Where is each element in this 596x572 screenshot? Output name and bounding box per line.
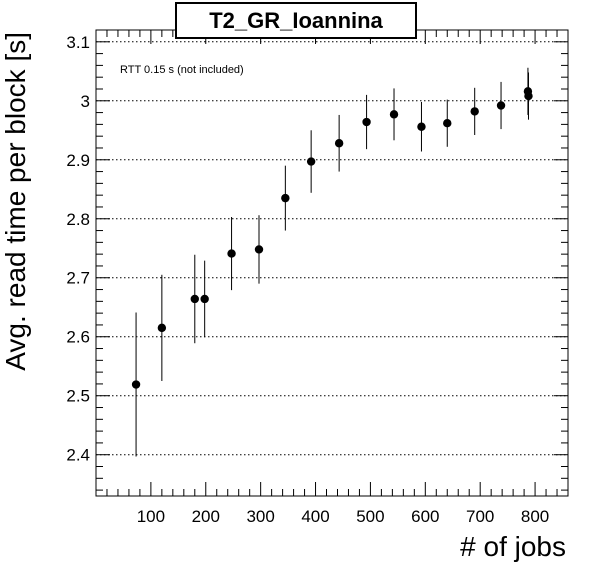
data-point (417, 122, 426, 131)
x-tick-label: 100 (137, 507, 165, 526)
data-point (131, 380, 141, 389)
data-point (306, 157, 316, 166)
x-tick-label: 200 (192, 507, 220, 526)
x-tick-label: 400 (301, 507, 329, 526)
y-tick-label: 2.4 (66, 446, 90, 465)
data-point (362, 117, 371, 127)
x-tick-label: 300 (246, 507, 274, 526)
data-points (131, 67, 533, 457)
data-point (334, 139, 344, 148)
y-tick-label: 2.6 (66, 328, 90, 347)
title-box: T2_GR_Ioannina (175, 2, 417, 39)
data-point (389, 110, 399, 119)
plot-frame (95, 29, 569, 497)
data-point (190, 294, 199, 304)
x-tick-label: 800 (521, 507, 549, 526)
chart-title: T2_GR_Ioannina (209, 8, 383, 33)
x-tick-label: 600 (411, 507, 439, 526)
data-point (470, 107, 479, 116)
data-point (157, 323, 167, 333)
grid-lines (96, 41, 568, 456)
axis-ticks (96, 29, 568, 496)
y-tick-label: 2.5 (66, 387, 90, 406)
y-tick-label: 3 (81, 92, 90, 111)
data-point (443, 119, 452, 128)
y-tick-label: 2.9 (66, 151, 90, 170)
y-axis-label: Avg. read time per block [s] (0, 32, 31, 371)
y-tick-label: 2.8 (66, 210, 90, 229)
data-point (254, 245, 264, 254)
x-tick-label: 700 (466, 507, 494, 526)
data-point (227, 249, 236, 258)
data-point (496, 101, 506, 110)
y-tick-label: 2.7 (66, 269, 90, 288)
data-point (524, 91, 533, 101)
data-point (281, 193, 290, 203)
data-point (200, 294, 209, 304)
y-tick-label: 3.1 (66, 33, 90, 52)
tick-labels: 2.4 2.5 2.6 2.7 2.8 2.9 3 3.1 100 200 300 400 500 600… (66, 33, 549, 526)
x-tick-label: 500 (356, 507, 384, 526)
annotation-note: RTT 0.15 s (not included) (120, 64, 244, 76)
x-axis-label: # of jobs (460, 531, 566, 562)
